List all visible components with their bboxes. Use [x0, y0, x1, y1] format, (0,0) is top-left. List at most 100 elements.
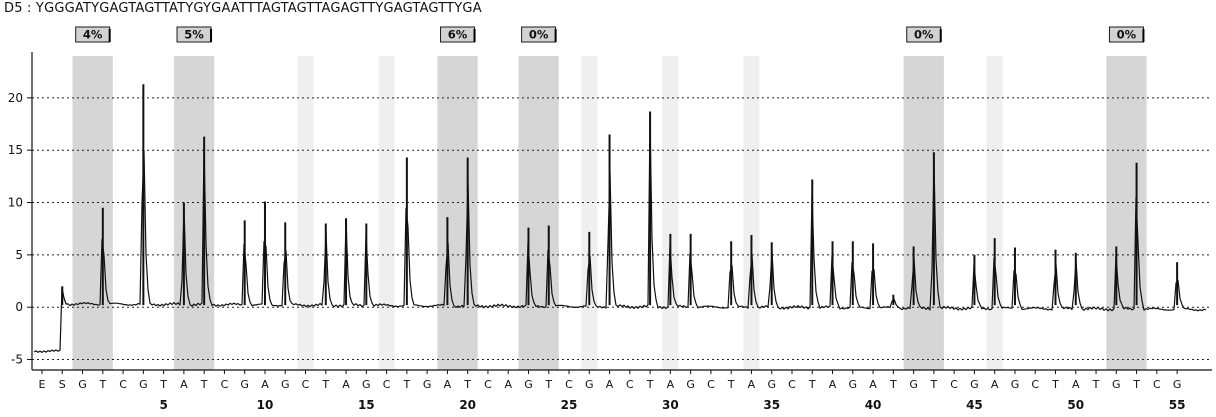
cpg-site-column [518, 56, 559, 370]
dispensation-label: T [402, 378, 410, 391]
methylation-percent: 4% [83, 28, 103, 42]
dispensation-label: T [321, 378, 329, 391]
dispensation-label: A [869, 378, 877, 391]
dispensation-label: T [930, 378, 938, 391]
dispensation-label: C [707, 378, 715, 391]
dispensation-label: A [504, 378, 512, 391]
position-label: 25 [561, 398, 578, 412]
y-tick-label: 0 [15, 300, 23, 314]
dispensation-label: T [544, 378, 552, 391]
dispensation-label: C [565, 378, 573, 391]
dispensation-label: T [808, 378, 816, 391]
dispensation-label: E [39, 378, 46, 391]
dispensation-label: T [463, 378, 471, 391]
dispensation-label: G [524, 378, 533, 391]
dispensation-label: C [1153, 378, 1161, 391]
position-label: 35 [763, 398, 780, 412]
dispensation-label: G [78, 378, 87, 391]
dispensation-label: G [281, 378, 290, 391]
dispensation-label: A [180, 378, 188, 391]
dispensation-label: C [626, 378, 634, 391]
dispensation-label: T [727, 378, 735, 391]
y-tick-label: 20 [8, 91, 23, 105]
dispensation-label: A [606, 378, 614, 391]
signal-trace [33, 84, 1207, 353]
cpg-site-column [437, 56, 478, 370]
dispensation-label: C [221, 378, 229, 391]
dispensation-label: A [342, 378, 350, 391]
highlight-column [743, 56, 760, 370]
dispensation-label: A [991, 378, 999, 391]
trace-line [33, 118, 1207, 353]
y-tick-label: 15 [8, 143, 23, 157]
dispensation-label: G [1011, 378, 1020, 391]
position-label: 5 [159, 398, 167, 412]
position-label: 10 [257, 398, 274, 412]
methylation-percent: 5% [184, 28, 204, 42]
methylation-badges: 4% 5% 6% 0% 0% 0% [75, 26, 1145, 43]
dispensation-label: T [646, 378, 654, 391]
column-highlights [72, 56, 1147, 370]
dispensation-label: C [484, 378, 492, 391]
dispensation-label: C [383, 378, 391, 391]
dispensation-label: G [1112, 378, 1121, 391]
dispensation-label: C [1031, 378, 1039, 391]
dispensation-label: A [748, 378, 756, 391]
cpg-site-column [173, 56, 215, 370]
methylation-percent: 0% [914, 28, 934, 42]
position-label: 45 [966, 398, 983, 412]
y-tick-label: 10 [8, 196, 23, 210]
position-label: 50 [1067, 398, 1084, 412]
dispensation-label: T [889, 378, 897, 391]
dispensation-label: A [261, 378, 269, 391]
dispensation-label: G [686, 378, 695, 391]
highlight-column [297, 56, 314, 370]
dispensation-label: G [240, 378, 249, 391]
dispensation-label: A [444, 378, 452, 391]
dispensation-label: T [159, 378, 167, 391]
dispensation-label: C [950, 378, 958, 391]
position-label: 15 [358, 398, 375, 412]
methylation-percent: 0% [1117, 28, 1137, 42]
dispensation-label: T [200, 378, 208, 391]
dispensation-label: S [59, 378, 66, 391]
highlight-column [378, 56, 395, 370]
dispensation-label: G [362, 378, 371, 391]
y-axis: -5 0 5 10 15 20 [8, 52, 1212, 374]
dispensation-label: G [767, 378, 776, 391]
dispensation-label: C [302, 378, 310, 391]
dispensation-label: C [119, 378, 127, 391]
highlight-column [662, 56, 679, 370]
position-label: 40 [865, 398, 882, 412]
dispensation-label: T [1092, 378, 1100, 391]
dispensation-label: G [849, 378, 858, 391]
dispensation-label: A [1072, 378, 1080, 391]
dispensation-label: C [788, 378, 796, 391]
dispensation-label: T [1132, 378, 1140, 391]
dispensation-label: T [1051, 378, 1059, 391]
dispensation-label: A [667, 378, 675, 391]
position-label: 55 [1169, 398, 1186, 412]
position-label: 30 [662, 398, 679, 412]
dispensation-label: G [139, 378, 148, 391]
methylation-percent: 6% [448, 28, 468, 42]
dispensation-label: G [423, 378, 432, 391]
dispensation-label: G [1173, 378, 1182, 391]
highlight-column [986, 56, 1003, 370]
dispensation-label: G [585, 378, 594, 391]
cpg-site-column [903, 56, 944, 370]
dispensation-label: A [829, 378, 837, 391]
cpg-site-column [1106, 56, 1147, 370]
y-tick-label: -5 [11, 353, 23, 367]
methylation-percent: 0% [529, 28, 549, 42]
dispensation-label: G [909, 378, 918, 391]
dispensation-label: T [98, 378, 106, 391]
highlight-column [581, 56, 598, 370]
sequence-text: D5 : YGGGATYGAGTAGTTATYGYGAATTTAGTAGTTAG… [4, 1, 482, 16]
position-label: 20 [459, 398, 476, 412]
cpg-site-column [72, 56, 113, 370]
dispensation-label: G [970, 378, 979, 391]
y-tick-label: 5 [15, 248, 23, 262]
